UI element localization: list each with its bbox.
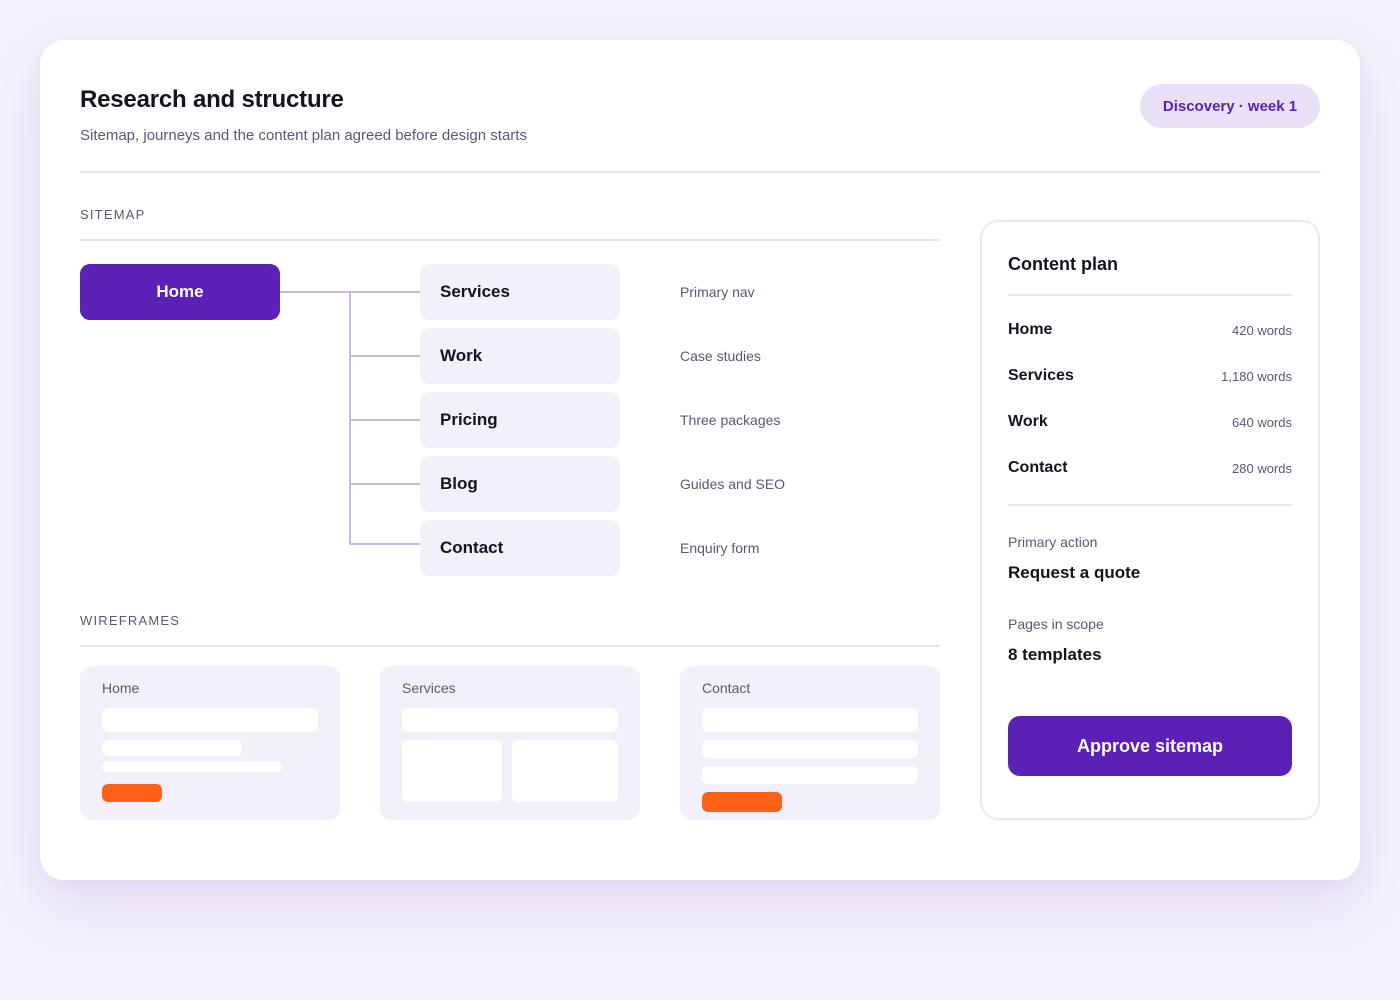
wireframe-placeholder-hero (102, 708, 318, 732)
content-plan-words: 280 words (1232, 460, 1292, 476)
wireframe-placeholder-field (702, 708, 918, 732)
header-divider (80, 171, 1320, 173)
page-title: Research and structure (80, 86, 344, 113)
sitemap-node-home[interactable]: Home (80, 264, 280, 320)
wireframe-cta-placeholder (102, 784, 162, 802)
wireframe-label: Home (102, 680, 140, 696)
pages-in-scope-value: 8 templates (1008, 645, 1102, 664)
wireframe-card-services[interactable]: Services (380, 666, 640, 820)
content-plan-row-services: Services 1,180 words (1008, 364, 1292, 388)
wireframe-placeholder-field (702, 766, 918, 784)
content-plan-row-work: Work 640 words (1008, 410, 1292, 434)
wireframe-label: Contact (702, 680, 751, 696)
sitemap-note-contact: Enquiry form (680, 540, 760, 556)
sitemap-node-blog[interactable]: Blog (420, 456, 620, 512)
sitemap-note-services: Primary nav (680, 284, 755, 300)
sitemap-divider (80, 239, 940, 241)
pages-in-scope-label: Pages in scope (1008, 616, 1104, 632)
sitemap-note-pricing: Three packages (680, 412, 781, 428)
content-plan-words: 1,180 words (1221, 368, 1292, 384)
wireframe-placeholder-field (702, 740, 918, 758)
primary-action-label: Primary action (1008, 534, 1098, 550)
content-plan-panel: Content plan Home 420 words Services 1,1… (980, 220, 1320, 820)
sitemap-node-services[interactable]: Services (420, 264, 620, 320)
main-card: Research and structure Sitemap, journeys… (40, 40, 1360, 880)
wireframe-placeholder-header (402, 708, 618, 732)
phase-badge: Discovery · week 1 (1140, 84, 1320, 128)
wireframe-placeholder-tile (402, 740, 502, 802)
wireframe-cta-placeholder (702, 792, 782, 812)
content-plan-words: 420 words (1232, 322, 1292, 338)
wireframe-placeholder-line (102, 740, 242, 756)
wireframe-card-home[interactable]: Home (80, 666, 340, 820)
content-plan-page: Services (1008, 367, 1074, 384)
content-plan-row-home: Home 420 words (1008, 318, 1292, 342)
wireframe-placeholder-line (102, 762, 282, 772)
sitemap-node-pricing[interactable]: Pricing (420, 392, 620, 448)
primary-action-value: Request a quote (1008, 563, 1141, 582)
content-plan-row-contact: Contact 280 words (1008, 456, 1292, 480)
wireframe-label: Services (402, 680, 456, 696)
wireframe-card-contact[interactable]: Contact (680, 666, 940, 820)
content-plan-title: Content plan (1008, 254, 1118, 274)
content-plan-page: Home (1008, 321, 1053, 338)
sitemap-note-work: Case studies (680, 348, 761, 364)
content-plan-page: Work (1008, 413, 1048, 430)
sitemap-node-contact[interactable]: Contact (420, 520, 620, 576)
content-plan-words: 640 words (1232, 414, 1292, 430)
sitemap-node-work[interactable]: Work (420, 328, 620, 384)
sitemap-note-blog: Guides and SEO (680, 476, 786, 492)
content-plan-divider (1008, 504, 1292, 506)
content-plan-page: Contact (1008, 459, 1068, 476)
sitemap-section-label: SITEMAP (80, 207, 146, 222)
wireframes-section-label: WIREFRAMES (80, 613, 181, 628)
page-subtitle: Sitemap, journeys and the content plan a… (80, 127, 527, 144)
wireframe-placeholder-tile (512, 740, 618, 802)
approve-sitemap-button[interactable]: Approve sitemap (1008, 716, 1292, 776)
wireframes-divider (80, 645, 940, 647)
content-plan-divider (1008, 294, 1292, 296)
